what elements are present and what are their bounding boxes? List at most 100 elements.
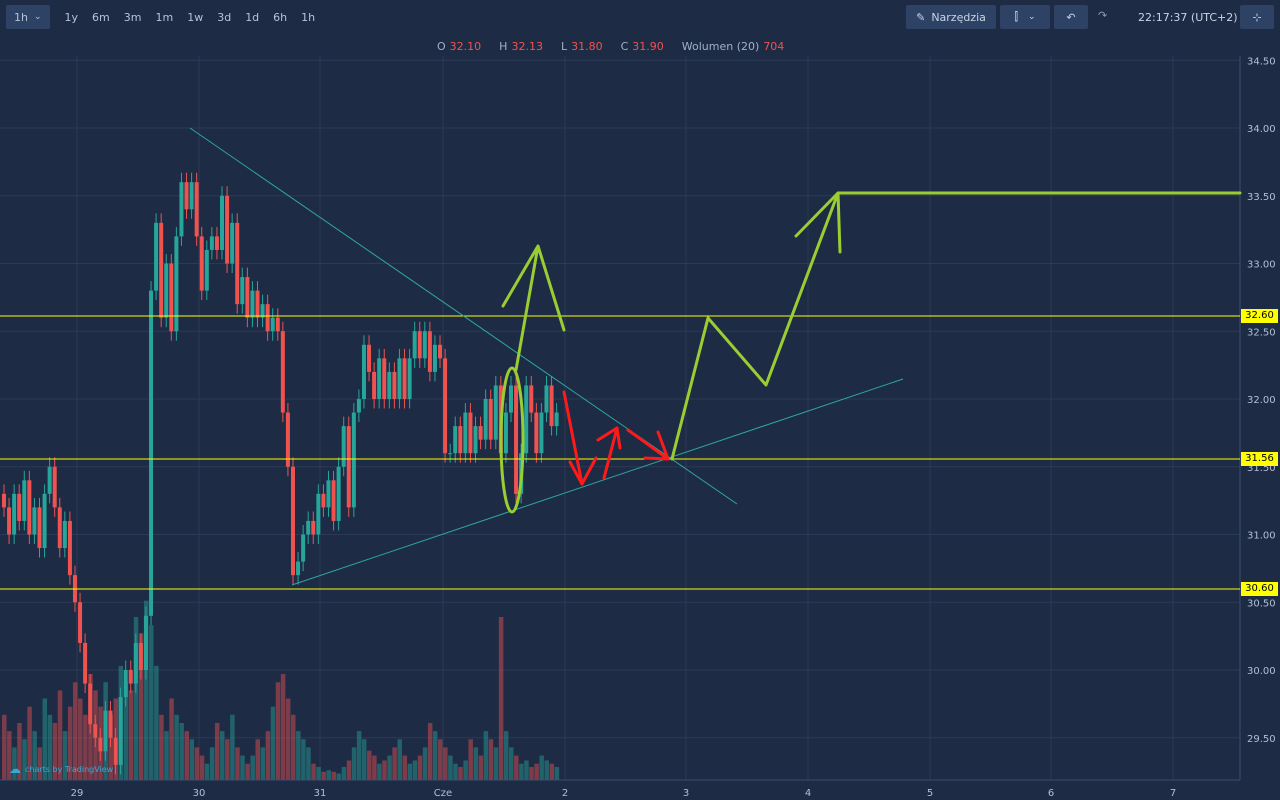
red-arrow-right[interactable] xyxy=(626,428,670,461)
undo-button[interactable]: ↶ xyxy=(1054,5,1088,29)
candle xyxy=(468,412,473,454)
candle xyxy=(367,344,372,372)
lower-trendline[interactable] xyxy=(291,378,904,586)
candle xyxy=(159,222,164,318)
volume-bar xyxy=(544,760,549,780)
volume-bar xyxy=(336,773,342,780)
volume-bar xyxy=(189,739,195,780)
interval-dropdown[interactable]: 1h ⌄ xyxy=(6,5,50,29)
volume-bar xyxy=(194,747,200,780)
range-3d[interactable]: 3d xyxy=(217,10,232,24)
volume-bar xyxy=(270,706,276,780)
volume-bar xyxy=(524,760,529,780)
volume-bar xyxy=(458,766,463,780)
red-arrow-down[interactable] xyxy=(562,390,598,486)
x-tick-label: 29 xyxy=(71,788,84,799)
candle xyxy=(453,426,458,454)
volume-bar xyxy=(37,747,42,780)
range-6m[interactable]: 6m xyxy=(92,10,110,24)
range-1y[interactable]: 1y xyxy=(64,10,79,24)
volume-bar xyxy=(341,766,347,780)
candle xyxy=(17,493,22,521)
chevron-down-icon: ⌄ xyxy=(1027,12,1036,22)
volume-bar xyxy=(402,755,408,780)
candle xyxy=(463,412,468,454)
tradingview-watermark[interactable]: ☁ charts by TradingView xyxy=(9,762,113,776)
highlight-ellipse[interactable] xyxy=(499,366,525,514)
volume-bar xyxy=(377,763,382,780)
candle xyxy=(473,426,478,454)
candle xyxy=(108,710,113,738)
y-tick-label: 32.50 xyxy=(1247,327,1276,338)
candle xyxy=(179,182,184,237)
candle xyxy=(37,507,42,549)
candle xyxy=(509,385,513,413)
y-tick-label: 30.00 xyxy=(1247,666,1276,677)
volume-bar xyxy=(204,763,210,780)
candle xyxy=(493,385,498,440)
volume-bar xyxy=(422,747,428,780)
volume-bar xyxy=(463,760,468,780)
candle xyxy=(443,358,448,454)
candle xyxy=(98,737,103,752)
range-buttons: 1y 6m 3m 1m 1w 3d 1d 6h 1h xyxy=(58,11,323,24)
candle xyxy=(361,344,366,399)
volume-bar xyxy=(108,714,113,780)
candle xyxy=(397,358,402,399)
volume-bar xyxy=(240,755,245,780)
range-1w[interactable]: 1w xyxy=(187,10,204,24)
candle xyxy=(341,426,346,467)
volume-bar xyxy=(361,739,367,780)
x-tick-label: 3 xyxy=(683,788,689,799)
high-label: H xyxy=(499,40,508,53)
range-6h[interactable]: 6h xyxy=(273,10,288,24)
x-tick-label: 6 xyxy=(1048,788,1054,799)
volume-bar xyxy=(432,731,438,780)
volume-bar xyxy=(67,706,73,780)
volume-bar xyxy=(260,747,266,780)
breakout-arrow-up[interactable] xyxy=(501,244,566,372)
range-3m[interactable]: 3m xyxy=(123,10,142,24)
collapse-icon: ⊹ xyxy=(1252,10,1262,24)
range-1h[interactable]: 1h xyxy=(301,10,316,24)
x-tick-label: Cze xyxy=(434,788,452,799)
candle xyxy=(503,412,508,454)
x-tick-label: 7 xyxy=(1170,788,1176,799)
candle xyxy=(154,222,159,291)
volume-bar xyxy=(149,625,154,780)
volume-bar xyxy=(78,698,83,780)
close-value: 31.90 xyxy=(632,40,664,53)
candle xyxy=(351,412,356,508)
fullscreen-exit-button[interactable]: ⊹ xyxy=(1240,5,1274,29)
volume-bar xyxy=(220,731,225,780)
volume-bar xyxy=(539,755,544,780)
volume-bar xyxy=(321,771,326,780)
tools-button[interactable]: ✎ Narzędzia xyxy=(906,5,996,29)
volume-label: Wolumen (20) xyxy=(681,40,760,53)
clock-time: 22:17:37 xyxy=(1138,11,1188,24)
candle xyxy=(311,520,316,535)
y-tick-label: 29.50 xyxy=(1247,734,1276,745)
projected-path-arrow[interactable] xyxy=(670,191,1242,461)
volume-bar xyxy=(549,763,555,780)
volume-bar xyxy=(478,755,484,780)
candle xyxy=(270,317,275,332)
range-1m[interactable]: 1m xyxy=(155,10,174,24)
volume-bar xyxy=(331,771,337,780)
candle xyxy=(184,182,189,210)
candle xyxy=(47,466,52,494)
candle xyxy=(149,290,154,616)
volume-bar xyxy=(2,714,7,780)
chart-type-dropdown[interactable]: ⫿ ⌄ xyxy=(1000,5,1050,29)
redo-button[interactable]: ↷ xyxy=(1098,9,1107,22)
candle xyxy=(321,493,326,508)
volume-bar xyxy=(453,763,458,780)
volume-bar xyxy=(519,763,524,780)
red-arrow-up[interactable] xyxy=(596,426,622,480)
candle xyxy=(133,642,138,684)
volume-bar xyxy=(57,690,63,780)
range-1d[interactable]: 1d xyxy=(245,10,260,24)
candle xyxy=(483,399,488,440)
volume-bar xyxy=(448,755,453,780)
